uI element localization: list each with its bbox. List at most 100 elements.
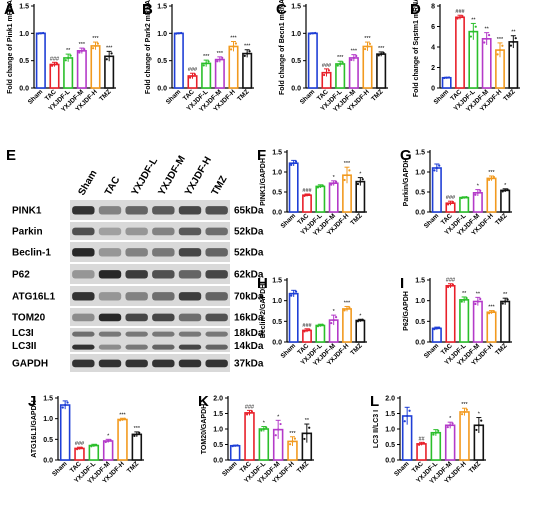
data-point bbox=[506, 298, 509, 301]
y-tick-label: 1.0 bbox=[43, 416, 53, 423]
y-tick-label: 1.0 bbox=[157, 31, 167, 38]
blot-band bbox=[152, 206, 175, 215]
data-point bbox=[243, 54, 246, 57]
protein-label: LC3II bbox=[12, 341, 37, 352]
bar bbox=[335, 63, 346, 89]
data-point bbox=[232, 45, 235, 48]
data-point bbox=[291, 440, 294, 443]
data-point bbox=[451, 283, 454, 286]
bar bbox=[430, 431, 442, 461]
data-point bbox=[475, 428, 478, 432]
blot-band bbox=[125, 248, 148, 257]
significance-label: *** bbox=[351, 49, 358, 55]
x-tick-label: TMZ bbox=[502, 88, 516, 102]
bar bbox=[486, 177, 497, 213]
blot-band bbox=[152, 344, 175, 350]
y-tick-label: 1.5 bbox=[272, 278, 282, 285]
y-tick-label: 1.5 bbox=[291, 4, 301, 11]
significance-label: ** bbox=[305, 418, 310, 424]
data-point bbox=[221, 56, 224, 60]
y-tick-label: 2.0 bbox=[213, 396, 223, 403]
protein-label: P62 bbox=[12, 270, 30, 281]
data-point bbox=[377, 54, 380, 57]
data-point bbox=[277, 428, 280, 431]
bar bbox=[459, 411, 470, 461]
data-point bbox=[104, 440, 107, 444]
lane-label: YXJDF-L bbox=[130, 156, 160, 198]
significance-label: *** bbox=[337, 55, 344, 61]
data-point bbox=[447, 76, 451, 79]
bar bbox=[315, 185, 326, 213]
x-tick-label: TMZ bbox=[349, 342, 363, 356]
data-point bbox=[463, 410, 466, 414]
data-point bbox=[133, 434, 136, 437]
blot-band bbox=[152, 359, 175, 368]
blot-band bbox=[125, 292, 148, 301]
data-point bbox=[292, 292, 295, 295]
y-tick-label: 1.5 bbox=[213, 411, 223, 418]
data-point bbox=[341, 61, 344, 64]
bar bbox=[214, 58, 225, 89]
data-point bbox=[449, 284, 452, 287]
blot-band bbox=[125, 227, 148, 236]
blot-band bbox=[178, 270, 202, 279]
y-axis-label: PINK1/GAPDH bbox=[260, 158, 267, 206]
significance-label: ** bbox=[485, 27, 490, 33]
panel-letter: E bbox=[6, 147, 16, 164]
data-point bbox=[316, 186, 320, 189]
significance-label: * bbox=[477, 184, 480, 190]
data-point bbox=[492, 310, 495, 313]
significance-label: ### bbox=[302, 323, 312, 329]
significance-label: * bbox=[504, 183, 507, 189]
data-point bbox=[90, 445, 93, 448]
y-tick-label: 0.5 bbox=[272, 190, 282, 197]
panel-letter: D bbox=[410, 1, 421, 18]
blot-row: GAPDH 37kDa bbox=[12, 354, 264, 372]
data-point bbox=[308, 328, 311, 331]
blot-band bbox=[205, 331, 228, 337]
data-point bbox=[37, 32, 40, 35]
significance-label: *** bbox=[289, 431, 296, 437]
data-point bbox=[474, 193, 477, 196]
data-point bbox=[434, 431, 437, 434]
data-point bbox=[490, 177, 493, 180]
data-point bbox=[477, 424, 480, 427]
data-point bbox=[435, 166, 438, 170]
data-point bbox=[175, 32, 178, 35]
y-tick-label: 6 bbox=[431, 24, 435, 31]
data-point bbox=[339, 62, 342, 66]
bar bbox=[228, 45, 239, 89]
data-point bbox=[323, 73, 326, 77]
y-tick-label: 4 bbox=[431, 45, 435, 52]
data-point bbox=[202, 64, 205, 67]
data-point bbox=[290, 163, 293, 166]
blot-band bbox=[178, 292, 202, 301]
data-point bbox=[359, 319, 362, 322]
blot-band bbox=[205, 227, 228, 236]
x-tick-label: TMZ bbox=[494, 342, 508, 356]
data-point bbox=[406, 414, 409, 418]
data-point bbox=[42, 31, 45, 35]
bar bbox=[229, 444, 241, 461]
data-point bbox=[506, 188, 509, 191]
data-point bbox=[96, 42, 99, 45]
data-point bbox=[509, 44, 513, 47]
data-point bbox=[487, 34, 491, 37]
data-point bbox=[492, 175, 495, 179]
significance-label: ** bbox=[462, 291, 467, 297]
y-tick-label: 0.0 bbox=[385, 458, 395, 465]
data-point bbox=[437, 429, 440, 432]
data-point bbox=[64, 403, 67, 407]
significance-label: * bbox=[333, 309, 336, 315]
data-point bbox=[69, 54, 72, 57]
bar bbox=[508, 41, 519, 89]
panel-letter: K bbox=[198, 393, 209, 410]
blot-strip bbox=[70, 222, 230, 240]
x-tick-label: TMZ bbox=[370, 88, 384, 102]
data-point bbox=[408, 409, 411, 412]
y-tick-label: 1.0 bbox=[19, 31, 29, 38]
bar bbox=[445, 284, 456, 343]
data-point bbox=[80, 49, 83, 52]
